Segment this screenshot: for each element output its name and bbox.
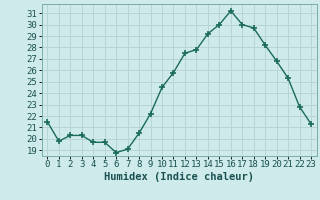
X-axis label: Humidex (Indice chaleur): Humidex (Indice chaleur) [104,172,254,182]
